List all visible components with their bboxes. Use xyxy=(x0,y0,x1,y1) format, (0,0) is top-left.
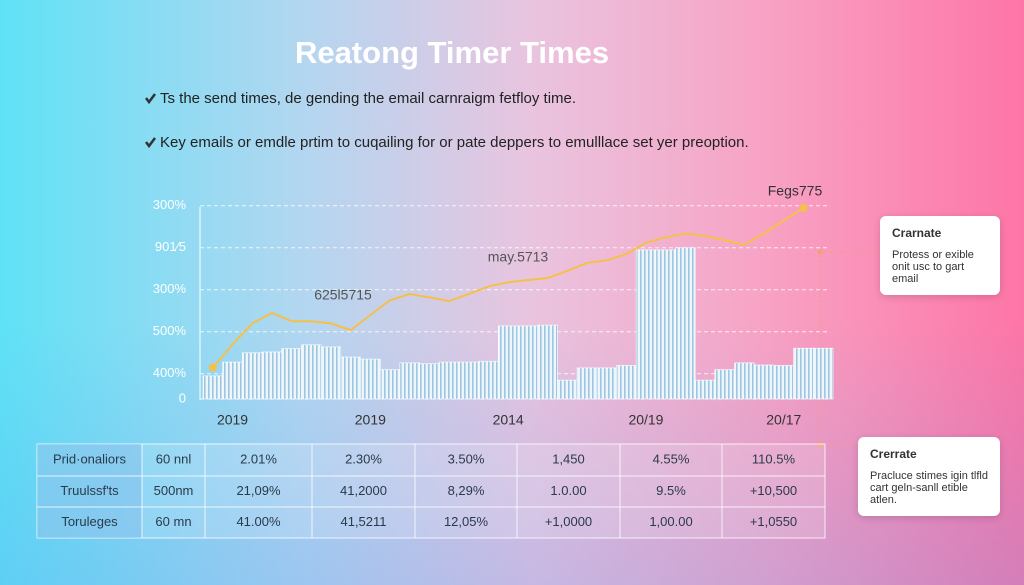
bar xyxy=(379,369,401,400)
table-cell: 1,450 xyxy=(552,451,585,466)
table-cell: 3.50% xyxy=(448,451,485,466)
x-tick-label: 20/17 xyxy=(766,412,801,428)
line xyxy=(212,207,805,369)
bar xyxy=(498,325,519,400)
bar xyxy=(635,249,657,400)
table-cell: 41,2000 xyxy=(340,483,387,498)
bar xyxy=(576,367,598,400)
bar xyxy=(694,379,716,400)
table-cell: 500nm xyxy=(154,483,194,498)
table-cell: 2.30% xyxy=(345,451,382,466)
table-cell: 8,29% xyxy=(448,483,485,498)
line-point xyxy=(208,363,217,372)
bar xyxy=(399,362,420,400)
x-tick-label: 2014 xyxy=(493,412,524,428)
bar xyxy=(517,325,538,400)
bar xyxy=(675,247,696,400)
bar xyxy=(813,347,834,400)
y-tick-label: 300% xyxy=(153,197,187,212)
table-cell: 60 nnl xyxy=(156,451,192,466)
check-icon xyxy=(145,93,156,105)
x-tick-label: 2019 xyxy=(217,412,248,428)
table-cell: 4.55% xyxy=(653,451,690,466)
table-cell: 60 mn xyxy=(155,514,191,529)
y-tick-label: 300% xyxy=(153,281,187,296)
table-cell: 21,09% xyxy=(236,483,281,498)
x-tick-label: 2019 xyxy=(355,412,386,428)
bar xyxy=(616,365,637,400)
bullet: Key emails or emdle prtim to cuqailing f… xyxy=(160,134,749,151)
table-cell: 2.01% xyxy=(240,451,277,466)
bar xyxy=(261,351,283,400)
bullet: Ts the send times, de gending the email … xyxy=(160,90,576,107)
annotation: Fegs775 xyxy=(768,183,823,199)
callout: Crarnate Protess or exible onit usc to ga… xyxy=(880,216,1000,295)
x-tick-label: 20/19 xyxy=(628,412,663,428)
table-head-col xyxy=(37,444,142,538)
callout-text: Protess or exible onit usc to gart email xyxy=(892,249,974,285)
bar xyxy=(202,375,223,400)
table-cell: 1,00.00 xyxy=(649,514,692,529)
y-tick-label: 400% xyxy=(153,365,187,380)
bar xyxy=(478,360,499,400)
table-cell: 41,5211 xyxy=(340,514,386,529)
annotation: may.5713 xyxy=(488,249,549,265)
table-cell: 12,05% xyxy=(444,514,489,529)
table-cell: Truulssf'ts xyxy=(60,483,119,498)
bar xyxy=(596,367,617,400)
table-cell: 110.5% xyxy=(752,451,796,466)
bar xyxy=(753,364,775,400)
y-tick-label: 901⁄5 xyxy=(155,239,186,254)
bar xyxy=(714,369,735,400)
bar xyxy=(360,358,381,400)
callout-title: Crerrate xyxy=(870,447,917,461)
table-cell: +1,0000 xyxy=(545,514,592,529)
callout-text: Pracluce stimes igin tlfld cart geln-san… xyxy=(870,470,988,506)
y-tick-label: 0 xyxy=(179,390,186,405)
bar xyxy=(773,365,794,400)
check-icon xyxy=(145,137,156,149)
callout-title: Crarnate xyxy=(892,226,942,240)
bar xyxy=(557,379,578,400)
table-cell: Prid·onaliors xyxy=(53,451,126,466)
table-cell: Toruleges xyxy=(61,514,118,529)
title: Reatong Timer Times xyxy=(295,35,609,70)
bar xyxy=(734,362,755,400)
table-cell: 1.0.00 xyxy=(550,483,586,498)
annotation: 625l5715 xyxy=(314,287,372,303)
table-cell: +1,0550 xyxy=(750,514,797,529)
bar xyxy=(242,352,263,400)
bar xyxy=(438,361,460,400)
bar xyxy=(537,324,558,400)
y-tick-label: 500% xyxy=(153,323,187,338)
bar xyxy=(301,344,322,400)
bar xyxy=(419,363,440,400)
bar xyxy=(655,249,676,400)
bar xyxy=(320,346,342,400)
table-cell: +10,500 xyxy=(750,483,797,498)
table-cell: 41.00% xyxy=(236,514,281,529)
table-cell: 9.5% xyxy=(656,483,686,498)
bar xyxy=(222,361,243,400)
bar xyxy=(793,347,814,400)
bar xyxy=(340,356,361,400)
callout: Crerrate Pracluce stimes igin tlfld cart … xyxy=(858,437,1000,516)
table xyxy=(36,443,826,539)
connector-dot xyxy=(817,249,823,255)
bar xyxy=(458,361,479,400)
bar xyxy=(281,348,302,400)
line-point xyxy=(799,203,808,212)
